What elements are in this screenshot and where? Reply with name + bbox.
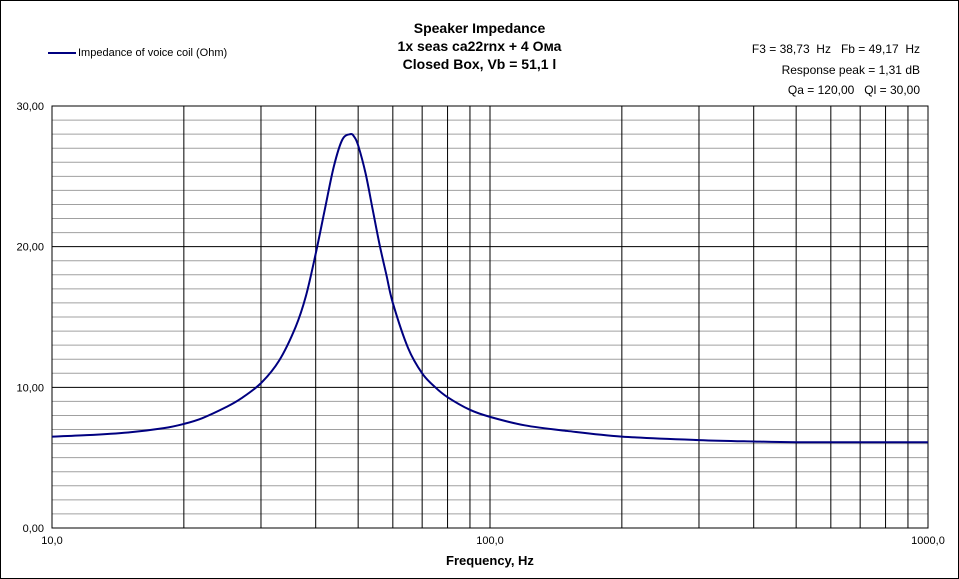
legend: Impedance of voice coil (Ohm) (48, 47, 227, 59)
y-tick-label: 20,00 (16, 242, 44, 254)
x-tick-label: 100,0 (476, 535, 504, 547)
plot-area-border (51, 105, 929, 529)
chart-subtitle-2: Closed Box, Vb = 51,1 l (402, 56, 557, 72)
info-f3-fb: F3 = 38,73 Hz Fb = 49,17 Hz (751, 42, 920, 56)
legend-swatch (48, 52, 76, 54)
chart-subtitle: 1x seas ca22rnx + 4 Ома (397, 38, 562, 54)
legend-label: Impedance of voice coil (Ohm) (78, 47, 228, 59)
y-tick-label: 30,00 (16, 101, 44, 113)
series-line-impedance (51, 133, 928, 444)
x-tick-label: 10,0 (41, 535, 62, 547)
info-qa-ql: Qa = 120,00 Ql = 30,00 (787, 83, 920, 97)
y-tick-label: 0,00 (23, 523, 44, 535)
y-tick-label: 10,00 (16, 382, 44, 394)
chart-title: Speaker Impedance (413, 20, 546, 36)
x-axis-label: Frequency, Hz (446, 553, 534, 568)
x-tick-label: 1000,0 (911, 535, 945, 547)
info-response-peak: Response peak = 1,31 dB (781, 63, 920, 77)
